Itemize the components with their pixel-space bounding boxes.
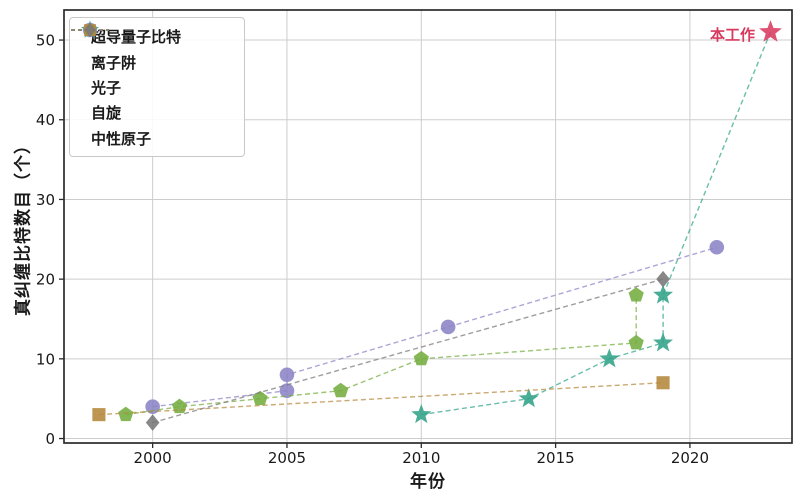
y-tick-label: 30 xyxy=(36,191,55,209)
legend-label-ion-trap: 离子阱 xyxy=(91,53,137,72)
series-neutral-atoms-point xyxy=(656,270,670,288)
legend-item-neutral-atoms: 中性原子 xyxy=(71,22,244,151)
series-photons-point xyxy=(628,287,644,302)
series-superconducting-qubits-point xyxy=(653,284,674,304)
legend-label-spin: 自旋 xyxy=(91,104,122,123)
legend-label-photons: 光子 xyxy=(91,78,122,97)
y-tick-label: 50 xyxy=(36,32,55,50)
x-axis-label: 年份 xyxy=(410,472,446,492)
series-photons-point xyxy=(413,350,429,366)
y-axis-label: 真纠缠比特数目（个） xyxy=(13,136,34,316)
legend-item-ion-trap: 离子阱 xyxy=(71,22,244,74)
legend-diamond-icon xyxy=(71,22,109,38)
series-photons-point xyxy=(118,406,134,422)
series-ion-trap-point xyxy=(279,383,295,399)
legend-label-neutral-atoms: 中性原子 xyxy=(91,129,152,148)
series-superconducting-qubits-point xyxy=(653,332,674,352)
this-work-star-icon xyxy=(759,20,782,42)
series-superconducting-qubits-point xyxy=(411,404,432,424)
x-tick-label: 2000 xyxy=(134,449,172,467)
legend-label-superconducting-qubits: 超导量子比特 xyxy=(91,28,182,47)
series-superconducting-qubits-point xyxy=(518,388,539,408)
series-photons-point xyxy=(333,382,349,398)
legend-item-photons: 光子 xyxy=(71,22,244,100)
y-tick-label: 10 xyxy=(36,350,55,368)
series-spin-point xyxy=(92,408,106,422)
series-photons-line xyxy=(125,295,637,416)
series-ion-trap-point xyxy=(145,399,160,414)
series-ion-trap-point xyxy=(279,367,295,383)
series-photons-point xyxy=(628,334,644,350)
y-tick-label: 0 xyxy=(45,430,55,448)
series-spin xyxy=(92,376,670,422)
x-tick-label: 2005 xyxy=(268,449,306,467)
series-photons xyxy=(118,287,644,422)
series-superconducting-qubits-line xyxy=(421,31,772,416)
series-neutral-atoms-line xyxy=(152,278,664,424)
series-spin-point xyxy=(656,376,670,390)
series-ion-trap-point xyxy=(440,319,456,335)
x-tick-label: 2010 xyxy=(402,449,440,467)
series-superconducting-qubits xyxy=(411,20,782,424)
legend: 超导量子比特 离子阱 光子 自旋 中性原子 xyxy=(69,17,245,157)
plot-border xyxy=(63,9,793,444)
series-photons-point xyxy=(252,390,268,406)
x-tick-label: 2020 xyxy=(671,449,709,467)
series-superconducting-qubits-point xyxy=(599,348,620,368)
y-tick-label: 20 xyxy=(36,271,55,289)
series-ion-trap-line xyxy=(152,246,717,408)
legend-diamond-glyph xyxy=(84,22,96,38)
legend-item-spin: 自旋 xyxy=(71,24,244,125)
series-ion-trap xyxy=(145,239,725,414)
x-tick-label: 2015 xyxy=(537,449,575,467)
series-neutral-atoms xyxy=(145,270,670,431)
series-neutral-atoms-point xyxy=(145,414,160,431)
y-tick-label: 40 xyxy=(36,111,55,129)
this-work-annotation: 本工作 xyxy=(709,26,755,44)
series-spin-line xyxy=(98,382,664,416)
axes: 2000 2005 2010 2015 2020 0 10 20 30 40 50 xyxy=(36,32,709,467)
series-ion-trap-point xyxy=(709,239,725,255)
